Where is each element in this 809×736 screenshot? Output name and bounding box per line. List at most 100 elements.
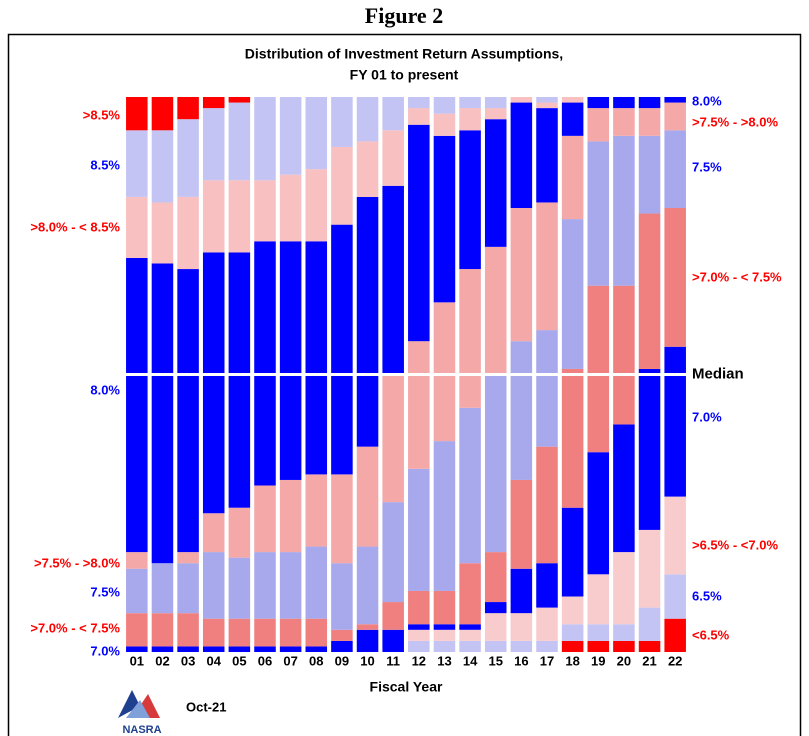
bar-segment — [587, 108, 610, 142]
bar-segment — [561, 219, 584, 369]
bar-segment — [126, 97, 148, 131]
bar-segment — [484, 640, 507, 652]
bar-segment — [510, 97, 533, 103]
bar-segment — [202, 513, 225, 553]
logo-text: NASRA — [122, 724, 161, 736]
bar-segment — [177, 269, 199, 553]
bar-segment — [536, 640, 558, 652]
x-tick-label: 21 — [642, 653, 656, 668]
x-tick-label: 07 — [283, 653, 297, 668]
x-axis-label: Fiscal Year — [370, 679, 443, 695]
left-label: 8.0% — [90, 382, 120, 397]
bar-segment — [151, 563, 174, 614]
bar-segment — [433, 624, 456, 630]
bar-segment — [228, 97, 251, 103]
bar-segment — [126, 552, 148, 569]
bar-segment — [305, 169, 328, 242]
bar-segment — [305, 618, 328, 647]
bar-segment — [459, 97, 481, 109]
bar-segment — [459, 269, 481, 408]
bar-segment — [536, 202, 558, 331]
bar-segment — [484, 602, 507, 614]
bar-segment — [561, 135, 584, 220]
bar-segment — [408, 629, 430, 641]
bar-segment — [202, 180, 225, 253]
bar-segment — [254, 97, 276, 181]
x-tick-label: 09 — [335, 653, 349, 668]
bar-segment — [459, 640, 481, 652]
bar-segment — [331, 146, 353, 225]
bar-segment — [382, 502, 404, 603]
bar-segment — [484, 246, 507, 375]
bar-segment — [536, 446, 558, 564]
bar-segment — [433, 590, 456, 625]
bar-segment — [484, 119, 507, 247]
x-tick-label: 05 — [232, 653, 246, 668]
bar-segment — [459, 629, 481, 641]
bar-segment — [202, 618, 225, 647]
bar-segment — [433, 629, 456, 641]
frame — [7, 33, 802, 736]
bar-segment — [408, 108, 430, 125]
bar-segment — [126, 568, 148, 614]
bar-segment — [664, 130, 686, 208]
x-tick-label: 16 — [514, 653, 528, 668]
bar-segment — [638, 97, 661, 109]
bar-segment — [510, 613, 533, 641]
x-tick-label: 12 — [412, 653, 426, 668]
logo-shape — [126, 700, 150, 718]
bar-segment — [126, 613, 148, 647]
bar-segment — [151, 263, 174, 564]
bar-segment — [408, 341, 430, 469]
bar-segment — [408, 97, 430, 109]
bar-segment — [228, 102, 251, 181]
x-tick-label: 17 — [540, 653, 554, 668]
bar-segment — [536, 607, 558, 641]
bar-segment — [433, 97, 456, 114]
bar-segment — [408, 590, 430, 625]
bar-segment — [228, 646, 251, 652]
bar-segment — [664, 208, 686, 347]
bar-segment — [408, 640, 430, 652]
right-label: 6.5% — [692, 588, 722, 603]
bar-segment — [587, 640, 610, 652]
bar-segment — [638, 135, 661, 214]
bar-segment — [151, 202, 174, 264]
bar-segment — [331, 97, 353, 147]
bar-segment — [613, 424, 635, 553]
chart-title: FY 01 to present — [350, 67, 459, 83]
x-tick-label: 01 — [130, 653, 144, 668]
bar-segment — [254, 180, 276, 242]
bar-segment — [279, 241, 302, 480]
bar-segment — [356, 141, 379, 197]
bar-segment — [331, 629, 353, 641]
bar-segment — [151, 646, 174, 652]
bar-segment — [587, 97, 610, 109]
left-label: 8.5% — [90, 157, 120, 172]
bar-segment — [510, 341, 533, 480]
bar-segment — [126, 196, 148, 258]
bar-segment — [510, 102, 533, 208]
x-tick-label: 13 — [437, 653, 451, 668]
right-label: 7.5% — [692, 159, 722, 174]
bar-segment — [613, 97, 635, 109]
left-label: >7.5% - >8.0% — [34, 555, 120, 570]
bar-segment — [382, 629, 404, 652]
bar-segment — [459, 407, 481, 564]
bar-segment — [433, 113, 456, 136]
bar-segment — [382, 185, 404, 375]
bar-segment — [356, 629, 379, 652]
bar-segment — [638, 607, 661, 641]
bar-segment — [382, 602, 404, 630]
x-tick-label: 18 — [565, 653, 579, 668]
bar-segment — [536, 330, 558, 447]
bar-segment — [561, 624, 584, 641]
bar-segment — [279, 97, 302, 175]
x-tick-label: 20 — [617, 653, 631, 668]
bar-segment — [228, 618, 251, 647]
x-tick-label: 11 — [386, 653, 400, 668]
bar-segment — [510, 208, 533, 342]
bar-segment — [254, 646, 276, 652]
bar-segment — [536, 97, 558, 103]
right-label: 8.0% — [692, 93, 722, 108]
